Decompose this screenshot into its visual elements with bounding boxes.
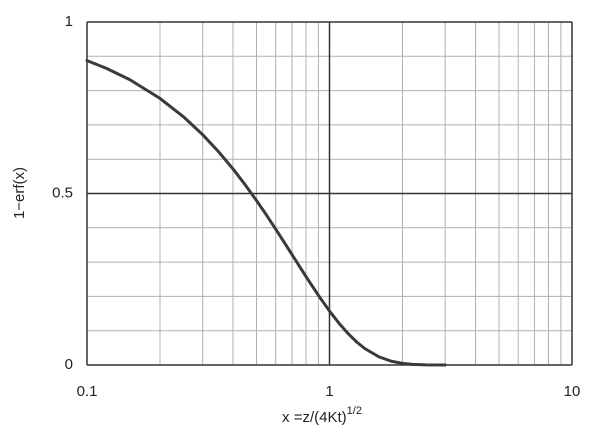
x-tick-label: 1 — [325, 383, 333, 400]
y-tick-label: 0.5 — [52, 184, 73, 201]
x-axis-label-main: x =z/(4Kt) — [282, 409, 347, 426]
y-axis-label: 1−erf(x) — [11, 167, 28, 219]
line-series — [85, 59, 447, 367]
x-axis-label-sup: 1/2 — [347, 405, 362, 417]
x-tick-label: 0.1 — [77, 383, 98, 400]
y-tick-label: 1 — [65, 13, 73, 30]
x-axis-label: x =z/(4Kt)1/2 — [282, 405, 362, 426]
y-tick-label: 0 — [65, 356, 73, 373]
x-tick-label: 10 — [564, 383, 581, 400]
